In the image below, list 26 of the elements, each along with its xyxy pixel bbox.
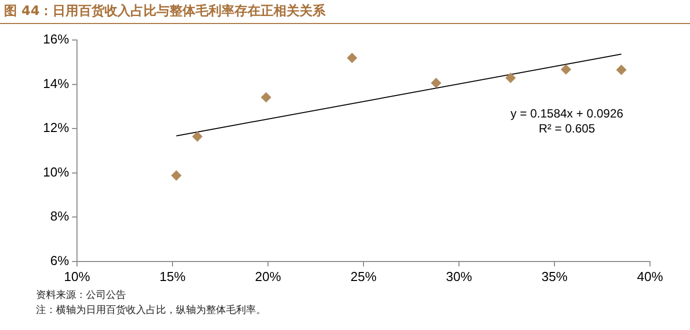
annotation: y = 0.1584x + 0.0926 bbox=[510, 106, 624, 120]
x-tick-label: 15% bbox=[160, 268, 186, 284]
x-tick-label: 35% bbox=[541, 268, 568, 284]
text: 注：横轴为日用百货收入占比，纵轴为整体毛利率。 bbox=[36, 304, 267, 318]
point bbox=[347, 52, 358, 63]
point bbox=[171, 170, 182, 180]
y-tick-label: 12% bbox=[42, 120, 70, 136]
point bbox=[616, 64, 626, 75]
text: 资料来源：公司公告 bbox=[36, 288, 127, 303]
point bbox=[192, 132, 202, 142]
y-tick-label: 16% bbox=[42, 32, 70, 47]
x-tick-label: 10% bbox=[64, 268, 90, 284]
x-tick-label: 30% bbox=[446, 268, 472, 284]
chart-title: 图 44：日用百货收入占比与整体毛利率存在正相关关系 bbox=[0, 0, 690, 24]
y-tick-label: 8% bbox=[50, 208, 70, 224]
point bbox=[506, 72, 516, 83]
y-tick-label: 6% bbox=[50, 252, 70, 268]
point bbox=[261, 92, 272, 102]
x-tick-label: 20% bbox=[254, 268, 282, 284]
annotation: R² = 0.605 bbox=[538, 121, 596, 136]
point bbox=[431, 78, 442, 88]
x-tick-label: 40% bbox=[636, 268, 664, 284]
point bbox=[560, 64, 571, 74]
y-tick-label: 10% bbox=[42, 164, 70, 180]
y-tick-label: 14% bbox=[42, 76, 70, 91]
x-tick-label: 25% bbox=[350, 268, 377, 284]
